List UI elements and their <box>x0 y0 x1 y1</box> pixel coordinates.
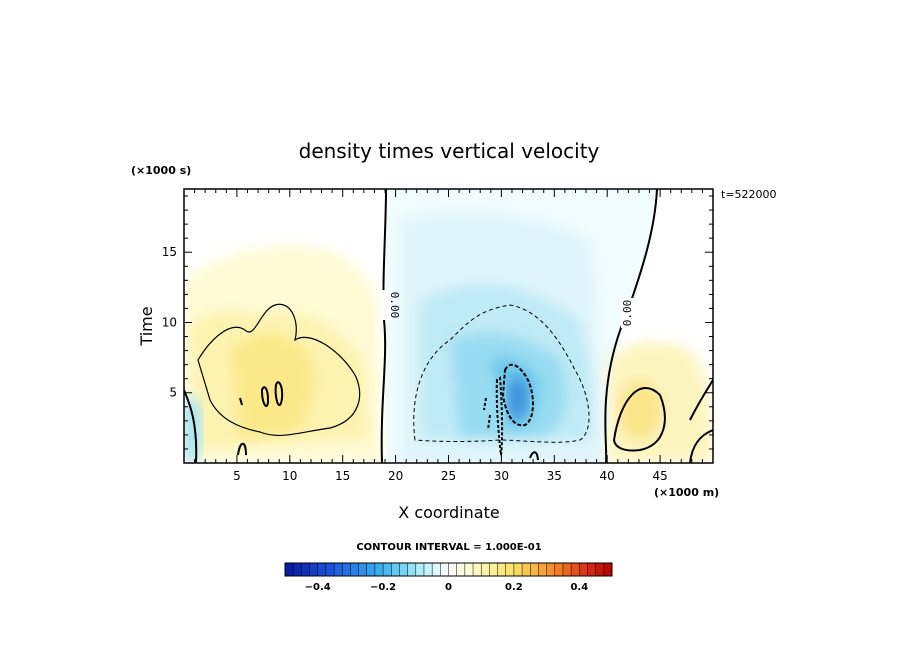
colorbar-cell <box>440 563 449 576</box>
colorbar-cell <box>497 563 507 576</box>
contour-lines <box>184 189 713 463</box>
x-units-label: (×1000 m) <box>654 486 719 499</box>
colorbar-cell <box>301 563 310 576</box>
plot-area <box>184 189 713 463</box>
x-tick-label: 25 <box>441 469 456 483</box>
shade-negative-core <box>508 376 528 420</box>
colorbar-cell <box>603 563 613 576</box>
positive-contour-left <box>197 303 361 437</box>
colorbar-cell <box>562 563 572 576</box>
colorbar-cell <box>285 563 294 576</box>
colorbar-cell <box>481 563 490 576</box>
time-annotation: t=522000 <box>721 188 777 201</box>
colorbar <box>284 562 613 577</box>
x-tick-label: 40 <box>600 469 615 483</box>
shade-negative-left <box>184 395 202 463</box>
y-axis-ticks: 5 10 15 <box>162 195 713 450</box>
chart-title: density times vertical velocity <box>299 139 600 163</box>
x-tick-label: 10 <box>282 469 297 483</box>
colorbar-cell <box>293 563 302 576</box>
colorbar-cell <box>546 563 556 576</box>
colorbar-cell <box>538 563 547 576</box>
colorbar-cell <box>407 563 417 576</box>
x-axis-ticks: 5 10 15 20 25 30 35 40 45 <box>194 189 703 483</box>
x-tick-label: 15 <box>335 469 350 483</box>
colorbar-cell <box>456 563 466 576</box>
colorbar-tick-label: 0.4 <box>570 582 588 593</box>
colorbar-cell <box>317 563 327 576</box>
colorbar-ticks: −0.4 −0.2 0 0.2 0.4 <box>305 582 589 593</box>
colorbar-cell <box>579 563 588 576</box>
colorbar-cell <box>374 563 384 576</box>
colorbar-cell <box>399 563 408 576</box>
x-tick-label: 30 <box>494 469 509 483</box>
colorbar-cell <box>342 563 351 576</box>
y-tick-label: 10 <box>162 315 177 329</box>
colorbar-cell <box>358 563 368 576</box>
colorbar-cell <box>489 563 498 576</box>
zero-label-left: 0.00 <box>388 292 401 319</box>
colorbar-cell <box>448 563 457 576</box>
shade-negative-center <box>400 213 605 463</box>
y-tick-label: 15 <box>162 245 177 259</box>
negative-contour-inner <box>501 363 534 427</box>
colorbar-cell <box>522 563 531 576</box>
colorbar-cell <box>513 563 523 576</box>
x-tick-label: 45 <box>652 469 667 483</box>
colorbar-cell <box>473 563 482 576</box>
zero-contour-left <box>380 189 387 463</box>
colorbar-frame <box>284 562 613 577</box>
zero-contour-labels: 0.00 0.00 <box>381 290 634 328</box>
shade-positive-right <box>608 342 713 463</box>
x-tick-label: 35 <box>547 469 562 483</box>
zero-contour-right <box>604 189 658 463</box>
colorbar-cell <box>505 563 515 576</box>
colorbar-tick-label: 0.2 <box>505 582 523 593</box>
colorbar-cell <box>383 563 392 576</box>
y-units-label: (×1000 s) <box>131 164 191 177</box>
colorbar-cell <box>595 563 605 576</box>
shade-positive-left <box>184 245 382 463</box>
colorbar-cell <box>587 563 596 576</box>
colorbar-cell <box>530 563 539 576</box>
y-tick-label: 5 <box>169 386 177 400</box>
colorbar-cell <box>309 563 318 576</box>
colorbar-cell <box>464 563 474 576</box>
colorbar-cell <box>334 563 343 576</box>
x-axis-label: X coordinate <box>398 503 499 522</box>
colorbar-tick-label: 0 <box>445 582 452 593</box>
colorbar-cell <box>432 563 441 576</box>
colorbar-cell <box>350 563 359 576</box>
y-axis-label: Time <box>137 306 156 346</box>
x-tick-label: 5 <box>233 469 241 483</box>
colorbar-cell <box>366 563 376 576</box>
x-tick-label: 20 <box>388 469 403 483</box>
colorbar-cell <box>571 563 580 576</box>
colorbar-cell <box>554 563 564 576</box>
colorbar-cell <box>415 563 425 576</box>
colorbar-tick-label: −0.4 <box>305 582 331 593</box>
colorbar-cell <box>391 563 400 576</box>
zero-label-right: 0.00 <box>621 300 634 327</box>
colorbar-tick-label: −0.2 <box>370 582 396 593</box>
contour-interval-label: CONTOUR INTERVAL = 1.000E-01 <box>356 542 541 553</box>
colorbar-cell <box>423 563 433 576</box>
colorbar-cell <box>325 563 335 576</box>
positive-contour-right <box>612 387 666 452</box>
